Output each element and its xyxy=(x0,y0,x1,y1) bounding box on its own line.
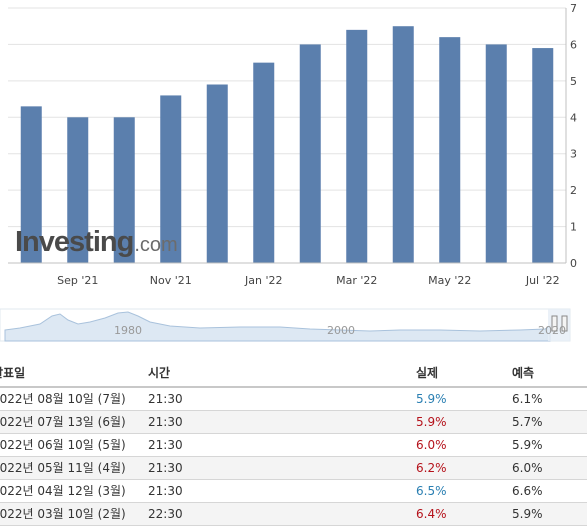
navigator-label-2020: 2020 xyxy=(538,324,566,337)
watermark-sub: .com xyxy=(134,234,178,256)
navigator-series-area xyxy=(4,311,551,342)
row-time: 21:30 xyxy=(148,438,183,452)
row-date: 2022년 06월 10일 (5월) xyxy=(0,438,126,452)
navigator-handle-right[interactable] xyxy=(561,315,568,332)
y-tick-label: 0 xyxy=(570,257,577,270)
header-forecast[interactable]: 예측 xyxy=(512,366,535,380)
x-tick-label: May '22 xyxy=(428,274,471,287)
table-row: 2022년 03월 10일 (2월) 22:30 6.4% 5.9% xyxy=(0,503,587,526)
row-date: 2022년 03월 10일 (2월) xyxy=(0,507,126,521)
navigator-label-1980: 1980 xyxy=(114,324,142,337)
header-time[interactable]: 시간 xyxy=(148,366,171,380)
row-forecast: 6.6% xyxy=(512,484,543,498)
y-tick-label: 2 xyxy=(570,184,577,197)
row-time: 21:30 xyxy=(148,392,183,406)
y-tick-label: 5 xyxy=(570,75,577,88)
chart-svg: 0 1 2 3 4 5 6 7 Sep '21 Nov '21 Jan '22 Mar '22 May … xyxy=(8,2,577,287)
x-tick-label: Mar '22 xyxy=(336,274,377,287)
investing-watermark: Investing .com xyxy=(15,226,178,259)
row-actual: 6.2% xyxy=(416,461,447,475)
x-tick-label: Sep '21 xyxy=(57,274,98,287)
bar xyxy=(485,44,507,263)
bar xyxy=(532,48,554,264)
bar xyxy=(206,84,228,263)
row-time: 22:30 xyxy=(148,507,183,521)
y-tick-label: 4 xyxy=(570,111,577,124)
y-tick-label: 3 xyxy=(570,148,577,161)
bar xyxy=(392,26,414,264)
row-actual: 6.4% xyxy=(416,507,447,521)
bar xyxy=(346,29,368,263)
x-tick-label: Jul '22 xyxy=(525,274,560,287)
x-tick-label: Nov '21 xyxy=(150,274,192,287)
row-time: 21:30 xyxy=(148,461,183,475)
bar xyxy=(299,44,321,263)
row-date: 2022년 04월 12일 (3월) xyxy=(0,484,126,498)
navigator-label-2000: 2000 xyxy=(327,324,355,337)
x-tick-label: Jan '22 xyxy=(244,274,282,287)
table-row: 2022년 08월 10일 (7월) 21:30 5.9% 6.1% xyxy=(0,388,587,411)
bar xyxy=(20,106,42,263)
row-date: 2022년 07월 13일 (6월) xyxy=(0,415,126,429)
row-forecast: 6.1% xyxy=(512,392,543,406)
header-actual[interactable]: 실제 xyxy=(416,366,439,380)
table-row: 2022년 04월 12일 (3월) 21:30 6.5% 6.6% xyxy=(0,480,587,503)
row-date: 2022년 05월 11일 (4월) xyxy=(0,461,126,475)
row-forecast: 5.7% xyxy=(512,415,543,429)
row-actual: 5.9% xyxy=(416,415,447,429)
bar xyxy=(439,37,461,264)
table-header-row: 발표일 시간 실제 예측 xyxy=(0,362,587,388)
bar xyxy=(253,62,275,264)
bar-chart: 0 1 2 3 4 5 6 7 Sep '21 Nov '21 Jan '22 Mar '22 May … xyxy=(8,2,577,287)
navigator-handle-left[interactable] xyxy=(551,315,558,332)
table-row: 2022년 07월 13일 (6월) 21:30 5.9% 5.7% xyxy=(0,411,587,434)
row-actual: 6.5% xyxy=(416,484,447,498)
row-actual: 6.0% xyxy=(416,438,447,452)
table-row: 2022년 05월 11일 (4월) 21:30 6.2% 6.0% xyxy=(0,457,587,480)
header-release-date[interactable]: 발표일 xyxy=(0,366,26,380)
y-tick-label: 1 xyxy=(570,221,577,234)
table-row: 2022년 06월 10일 (5월) 21:30 6.0% 5.9% xyxy=(0,434,587,457)
watermark-main: Investing xyxy=(15,226,134,258)
range-navigator[interactable]: 1980 2000 2020 xyxy=(0,306,587,346)
bar xyxy=(113,117,135,264)
release-history-table: 발표일 시간 실제 예측 2022년 08월 10일 (7월) 21:30 5.… xyxy=(0,362,587,526)
row-time: 21:30 xyxy=(148,415,183,429)
y-tick-label: 7 xyxy=(570,2,577,15)
y-tick-label: 6 xyxy=(570,38,577,51)
bar xyxy=(67,117,89,264)
bar xyxy=(160,95,182,263)
row-date: 2022년 08월 10일 (7월) xyxy=(0,392,126,406)
row-forecast: 5.9% xyxy=(512,438,543,452)
row-forecast: 6.0% xyxy=(512,461,543,475)
row-forecast: 5.9% xyxy=(512,507,543,521)
row-time: 21:30 xyxy=(148,484,183,498)
row-actual: 5.9% xyxy=(416,392,447,406)
